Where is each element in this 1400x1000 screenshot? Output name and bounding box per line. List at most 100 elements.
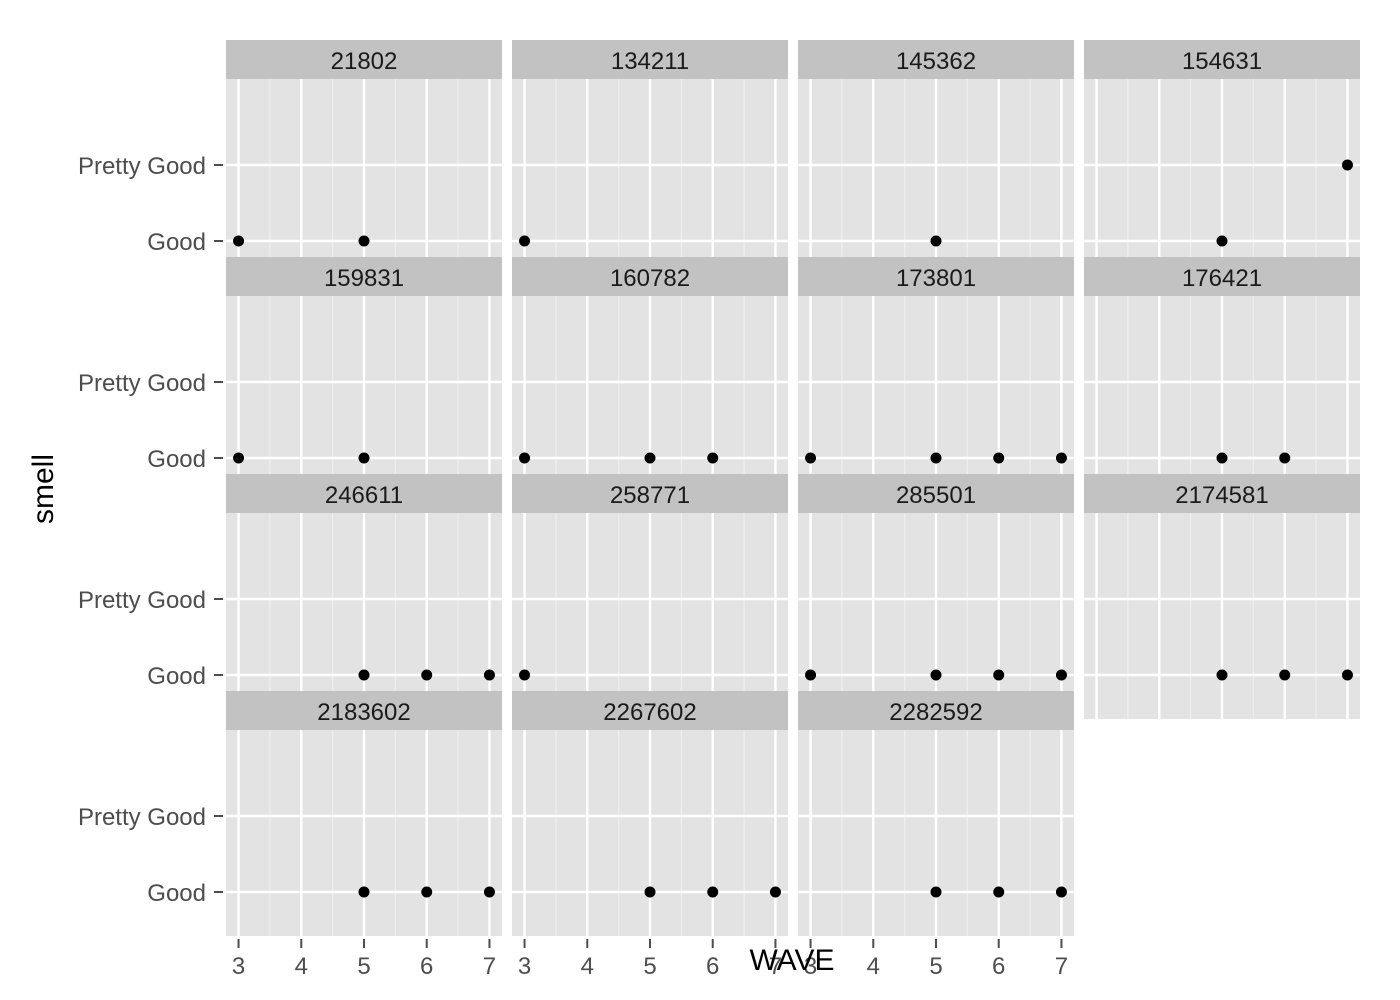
facet-strip	[798, 474, 1074, 513]
facet-panels: 21802 134211 145362 154631 159831 160782 17380…	[226, 40, 1360, 936]
facet-strip	[1084, 40, 1360, 79]
x-tick-label: 6	[706, 953, 719, 980]
x-tick-label: 7	[483, 953, 496, 980]
data-point	[644, 452, 656, 464]
data-point	[358, 669, 370, 681]
x-tick-label: 6	[992, 953, 1005, 980]
facet-strip	[1084, 257, 1360, 296]
facet-panel-285501: 285501	[798, 474, 1074, 719]
data-point	[1216, 669, 1228, 681]
data-point	[805, 452, 817, 464]
data-point	[1055, 452, 1067, 464]
facet-strip	[226, 691, 502, 730]
facet-strip-label: 154631	[1182, 48, 1262, 75]
data-point	[707, 886, 719, 898]
data-point	[358, 886, 370, 898]
data-point	[1341, 159, 1353, 171]
data-point	[233, 235, 245, 247]
x-tick-label: 6	[420, 953, 433, 980]
facet-panel-21802: 21802	[226, 40, 502, 285]
data-point	[993, 886, 1005, 898]
data-point	[519, 669, 531, 681]
facet-panel-145362: 145362	[798, 40, 1074, 285]
data-point	[1279, 669, 1291, 681]
data-point	[644, 886, 656, 898]
data-point	[993, 452, 1005, 464]
facet-panel-159831: 159831	[226, 257, 502, 502]
facet-strip	[226, 257, 502, 296]
facet-strip-label: 160782	[610, 265, 690, 292]
y-tick-label: Pretty Good	[78, 804, 206, 831]
data-point	[930, 669, 942, 681]
x-tick-label: 3	[232, 953, 245, 980]
facet-strip-label: 285501	[896, 482, 976, 509]
facet-strip	[798, 257, 1074, 296]
facet-panel-134211: 134211	[512, 40, 788, 285]
x-tick-label: 3	[804, 953, 817, 980]
data-point	[805, 669, 817, 681]
facet-panel-176421: 176421	[1084, 257, 1360, 502]
y-axes: Good Pretty Good Good Pretty Good Good Pretty…	[78, 153, 223, 907]
x-tick-label: 4	[295, 953, 308, 980]
facet-panel-2282592: 2282592	[798, 691, 1074, 936]
x-tick-label: 7	[769, 953, 782, 980]
facet-panel-2174581: 2174581	[1084, 474, 1360, 719]
facet-strip-label: 2174581	[1175, 482, 1268, 509]
data-point	[483, 669, 495, 681]
data-point	[1216, 235, 1228, 247]
facet-panel-246611: 246611	[226, 474, 502, 719]
facet-strip-label: 134211	[611, 48, 689, 75]
x-tick-label: 5	[357, 953, 370, 980]
x-tick-label: 3	[518, 953, 531, 980]
data-point	[1279, 452, 1291, 464]
facet-strip	[798, 691, 1074, 730]
y-tick-label: Good	[147, 880, 206, 907]
facet-panel-173801: 173801	[798, 257, 1074, 502]
y-tick-label: Good	[147, 229, 206, 256]
x-tick-label: 4	[867, 953, 880, 980]
data-point	[1055, 669, 1067, 681]
y-tick-label: Pretty Good	[78, 370, 206, 397]
facet-strip-label: 176421	[1182, 265, 1262, 292]
facet-panel-160782: 160782	[512, 257, 788, 502]
facet-strip	[798, 40, 1074, 79]
data-point	[519, 452, 531, 464]
facet-strip-label: 2282592	[889, 699, 982, 726]
facet-panel-154631: 154631	[1084, 40, 1360, 285]
data-point	[421, 886, 433, 898]
y-axis-title: smell	[27, 454, 60, 524]
facet-strip	[512, 257, 788, 296]
facet-strip-label: 2183602	[317, 699, 410, 726]
x-tick-label: 5	[643, 953, 656, 980]
data-point	[233, 452, 245, 464]
facet-strip	[512, 474, 788, 513]
data-point	[707, 452, 719, 464]
data-point	[993, 669, 1005, 681]
facet-strip	[226, 474, 502, 513]
facet-strip-label: 258771	[610, 482, 690, 509]
facet-panel-2267602: 2267602	[512, 691, 788, 936]
data-point	[483, 886, 495, 898]
data-point	[1055, 886, 1067, 898]
data-point	[930, 452, 942, 464]
data-point	[930, 886, 942, 898]
facet-strip-label: 173801	[896, 265, 976, 292]
x-tick-label: 7	[1055, 953, 1068, 980]
y-tick-label: Pretty Good	[78, 587, 206, 614]
facet-strip-label: 21802	[331, 48, 398, 75]
x-axis-title: WAVE	[749, 944, 834, 977]
y-tick-label: Pretty Good	[78, 153, 206, 180]
facet-strip	[226, 40, 502, 79]
y-tick-label: Good	[147, 446, 206, 473]
data-point	[1216, 452, 1228, 464]
facet-strip-label: 159831	[324, 265, 404, 292]
y-tick-label: Good	[147, 663, 206, 690]
facet-strip-label: 2267602	[603, 699, 696, 726]
data-point	[519, 235, 531, 247]
facet-panel-258771: 258771	[512, 474, 788, 719]
facet-strip	[512, 691, 788, 730]
data-point	[421, 669, 433, 681]
data-point	[769, 886, 781, 898]
